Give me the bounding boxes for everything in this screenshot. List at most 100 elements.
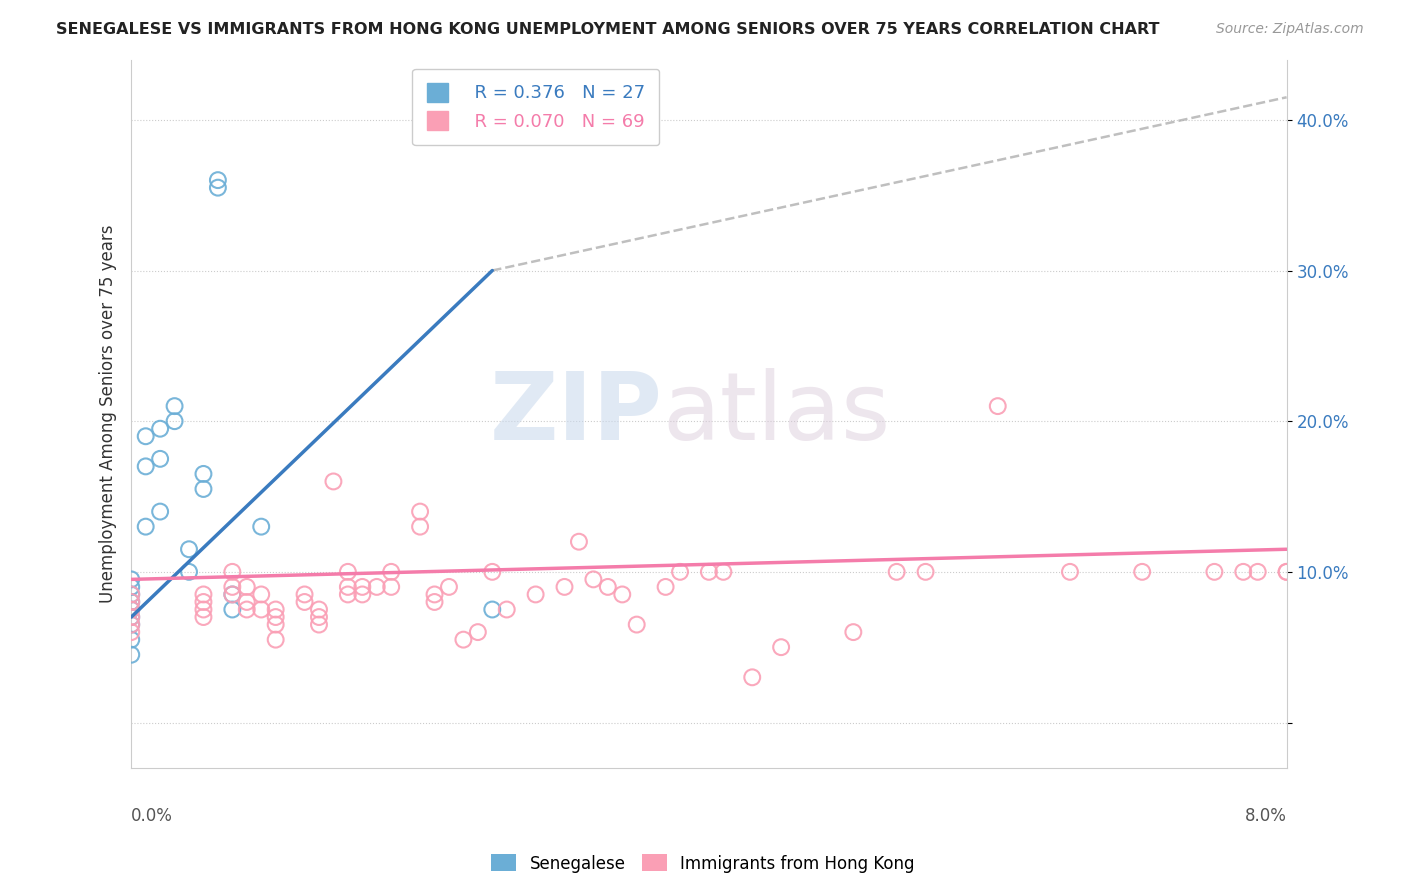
Point — [654, 580, 676, 594]
Text: ZIP: ZIP — [489, 368, 662, 459]
Point — [120, 587, 142, 601]
Point — [120, 617, 142, 632]
Point — [524, 587, 547, 601]
Point — [120, 602, 142, 616]
Point — [423, 595, 446, 609]
Point — [264, 602, 287, 616]
Point — [236, 602, 259, 616]
Point — [163, 414, 186, 428]
Point — [177, 542, 200, 557]
Point — [987, 399, 1010, 413]
Point — [308, 617, 330, 632]
Point — [1275, 565, 1298, 579]
Point — [1232, 565, 1254, 579]
Point — [221, 565, 243, 579]
Text: atlas: atlas — [662, 368, 891, 459]
Point — [626, 617, 648, 632]
Point — [914, 565, 936, 579]
Point — [669, 565, 692, 579]
Point — [380, 565, 402, 579]
Point — [135, 459, 157, 474]
Point — [149, 451, 172, 466]
Point — [221, 587, 243, 601]
Point — [193, 482, 215, 496]
Point — [842, 625, 865, 640]
Point — [568, 534, 591, 549]
Point — [1247, 565, 1270, 579]
Text: 8.0%: 8.0% — [1244, 806, 1286, 824]
Point — [481, 602, 503, 616]
Point — [120, 602, 142, 616]
Point — [697, 565, 720, 579]
Text: 0.0%: 0.0% — [131, 806, 173, 824]
Point — [294, 595, 316, 609]
Point — [1275, 565, 1298, 579]
Point — [236, 595, 259, 609]
Point — [193, 610, 215, 624]
Point — [322, 475, 344, 489]
Point — [264, 632, 287, 647]
Point — [336, 580, 359, 594]
Point — [336, 587, 359, 601]
Point — [250, 587, 273, 601]
Point — [711, 565, 734, 579]
Point — [221, 587, 243, 601]
Point — [193, 467, 215, 481]
Point — [163, 399, 186, 413]
Point — [495, 602, 517, 616]
Point — [409, 519, 432, 533]
Point — [437, 580, 460, 594]
Point — [120, 580, 142, 594]
Point — [1130, 565, 1153, 579]
Point — [294, 587, 316, 601]
Point — [250, 519, 273, 533]
Point — [352, 587, 374, 601]
Point — [120, 587, 142, 601]
Y-axis label: Unemployment Among Seniors over 75 years: Unemployment Among Seniors over 75 years — [100, 225, 117, 603]
Point — [1204, 565, 1226, 579]
Point — [453, 632, 475, 647]
Point — [612, 587, 634, 601]
Point — [120, 595, 142, 609]
Point — [120, 648, 142, 662]
Point — [553, 580, 575, 594]
Point — [1059, 565, 1081, 579]
Point — [380, 580, 402, 594]
Point — [409, 505, 432, 519]
Point — [120, 610, 142, 624]
Point — [582, 573, 605, 587]
Point — [308, 602, 330, 616]
Point — [207, 180, 229, 194]
Text: SENEGALESE VS IMMIGRANTS FROM HONG KONG UNEMPLOYMENT AMONG SENIORS OVER 75 YEARS: SENEGALESE VS IMMIGRANTS FROM HONG KONG … — [56, 22, 1160, 37]
Point — [336, 565, 359, 579]
Point — [120, 573, 142, 587]
Point — [120, 625, 142, 640]
Point — [120, 617, 142, 632]
Point — [193, 602, 215, 616]
Point — [149, 422, 172, 436]
Point — [120, 595, 142, 609]
Point — [467, 625, 489, 640]
Point — [120, 610, 142, 624]
Point — [770, 640, 793, 655]
Point — [481, 565, 503, 579]
Point — [135, 429, 157, 443]
Point — [149, 505, 172, 519]
Point — [596, 580, 619, 594]
Point — [366, 580, 388, 594]
Point — [135, 519, 157, 533]
Point — [193, 587, 215, 601]
Point — [423, 587, 446, 601]
Point — [221, 580, 243, 594]
Point — [886, 565, 908, 579]
Point — [741, 670, 763, 684]
Point — [120, 632, 142, 647]
Legend: Senegalese, Immigrants from Hong Kong: Senegalese, Immigrants from Hong Kong — [485, 847, 921, 880]
Legend:   R = 0.376   N = 27,   R = 0.070   N = 69: R = 0.376 N = 27, R = 0.070 N = 69 — [412, 69, 659, 145]
Point — [352, 580, 374, 594]
Point — [221, 602, 243, 616]
Point — [250, 602, 273, 616]
Point — [177, 565, 200, 579]
Point — [207, 173, 229, 187]
Point — [236, 580, 259, 594]
